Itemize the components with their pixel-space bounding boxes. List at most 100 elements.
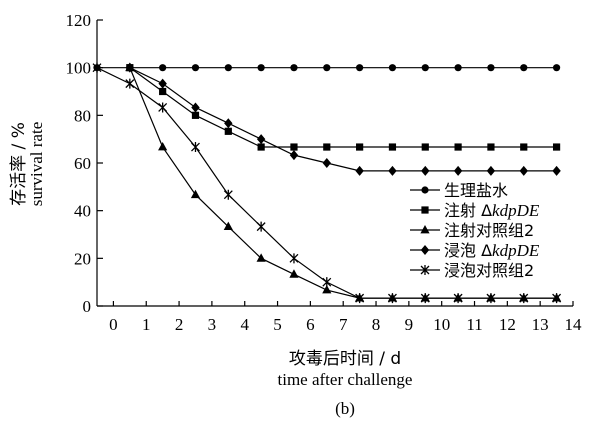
diamond-marker [552,165,561,176]
legend-label-part: 浸泡 Δ [444,241,492,260]
y-axis-title-en: survival rate [27,122,46,207]
legend-item: 生理盐水 [410,181,508,200]
y-tick-label: 0 [83,297,92,316]
square-marker [421,206,429,214]
x-tick-label: 12 [499,315,516,334]
asterisk-marker [486,293,496,304]
diamond-marker [224,118,233,129]
diamond-marker [420,245,430,255]
legend-label-part: kdpDE [492,201,540,220]
x-tick-label: 6 [306,315,315,334]
triangle-marker [289,269,299,278]
y-tick-label: 100 [66,59,92,78]
legend-label-part: 注射 Δ [444,201,492,220]
asterisk-marker [322,277,332,288]
asterisk-marker [453,293,463,304]
circle-marker [421,186,429,194]
diamond-marker [486,165,496,176]
y-tick-label: 40 [74,202,91,221]
circle-marker [487,64,495,72]
legend-label: 注射 ΔkdpDE [444,201,540,220]
diamond-marker [453,165,463,176]
diamond-marker [289,150,299,161]
asterisk-marker [420,265,430,275]
asterisk-marker [223,189,233,200]
circle-marker [224,64,232,72]
triangle-marker [158,142,168,151]
legend-label-part: kdpDE [492,241,540,260]
x-tick-label: 8 [372,315,381,334]
legend-label-part: 生理盐水 [444,181,508,200]
x-tick-label: 5 [273,315,282,334]
y-tick-label: 20 [74,249,91,268]
square-marker [323,143,331,151]
x-tick-label: 10 [433,315,450,334]
square-marker [159,87,167,96]
asterisk-marker [552,293,562,304]
diamond-marker [158,78,167,89]
series-square [126,64,561,151]
circle-marker [552,64,561,72]
series-line [129,67,557,172]
circle-marker [520,64,528,72]
x-tick-label: 0 [109,315,118,334]
square-marker [356,143,364,151]
legend-label: 注射对照组2 [444,221,534,240]
diamond-marker [322,158,331,168]
asterisk-marker [92,62,102,73]
circle-marker [454,64,462,72]
asterisk-marker [256,221,266,232]
square-marker [257,143,265,151]
circle-marker [323,64,331,72]
legend-label: 生理盐水 [444,181,508,200]
series-diamond [125,62,561,176]
diamond-marker [421,165,430,176]
triangle-marker [322,285,332,294]
asterisk-marker [387,293,397,304]
diamond-marker [256,134,266,145]
asterisk-marker [289,253,299,264]
circle-marker [257,64,265,72]
square-marker [290,143,298,151]
legend-label: 浸泡 ΔkdpDE [444,241,540,260]
triangle-marker [223,221,233,231]
asterisk-marker [191,142,200,153]
circle-marker [421,64,429,72]
square-marker [224,127,232,135]
asterisk-marker [519,293,529,304]
series-layer [92,62,562,304]
legend-item: 浸泡 ΔkdpDE [410,241,540,260]
x-tick-label: 4 [240,315,249,334]
triangle-marker [190,189,201,199]
diamond-marker [388,165,397,176]
legend-label-part: 注射对照组2 [444,221,534,240]
legend-item: 注射对照组2 [410,221,534,240]
legend-item: 浸泡对照组2 [410,261,534,280]
x-tick-label: 1 [142,315,151,334]
legend-label-part: 浸泡对照组2 [444,261,534,280]
panel-label: (b) [335,399,355,418]
circle-marker [159,64,167,72]
square-marker [520,143,528,151]
diamond-marker [125,62,135,73]
series-asterisk [92,62,562,304]
legend-label: 浸泡对照组2 [444,261,534,280]
series-circle [93,64,561,72]
square-marker [487,143,495,151]
diamond-marker [191,102,200,113]
triangle-marker [256,253,266,262]
circle-marker [356,64,364,72]
x-tick-label: 14 [565,315,583,334]
square-marker [388,143,397,151]
circle-marker [290,64,298,72]
square-marker [552,143,561,151]
asterisk-marker [355,293,365,304]
square-marker [421,143,429,151]
square-marker [454,143,462,151]
y-axis-title-cn: 存活率 / % [9,122,29,206]
asterisk-marker [158,102,168,113]
x-tick-label: 9 [405,315,414,334]
